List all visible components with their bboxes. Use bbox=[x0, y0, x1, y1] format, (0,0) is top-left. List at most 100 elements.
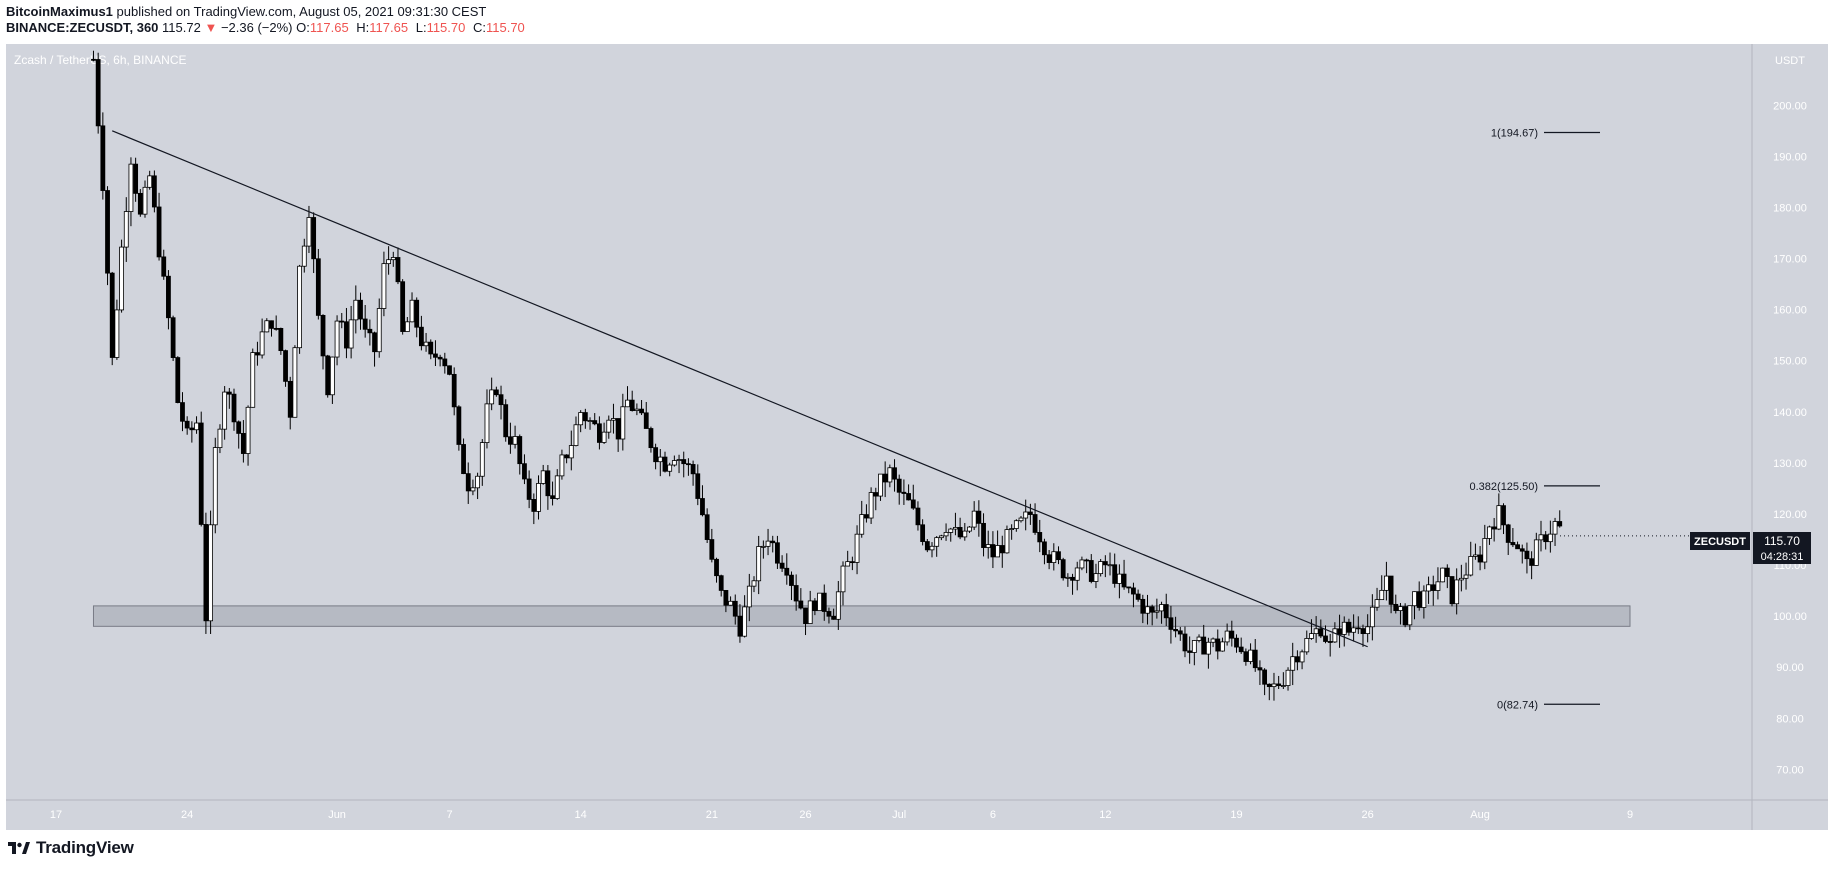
candle-body bbox=[1131, 587, 1136, 595]
candle-body bbox=[339, 320, 345, 323]
time-tick-label: 6 bbox=[990, 809, 996, 821]
candle-body bbox=[222, 391, 228, 430]
candle-body bbox=[1547, 533, 1553, 543]
candle-body bbox=[208, 524, 213, 622]
time-tick-label: 26 bbox=[799, 809, 811, 821]
candle-body bbox=[1346, 621, 1352, 633]
time-tick-label: 12 bbox=[1099, 809, 1111, 821]
candle-body bbox=[1220, 641, 1225, 652]
candle-body bbox=[1355, 627, 1361, 630]
time-tick-label: Aug bbox=[1470, 809, 1490, 821]
candle-body bbox=[1430, 584, 1436, 591]
candle-body bbox=[334, 320, 340, 358]
candle-body bbox=[180, 402, 185, 422]
candle-body bbox=[255, 352, 260, 356]
candle-body bbox=[428, 341, 434, 355]
candle-body bbox=[1421, 590, 1427, 608]
author-name[interactable]: BitcoinMaximus1 bbox=[6, 4, 113, 19]
candle-body bbox=[601, 431, 607, 443]
price-tick-label: 200.00 bbox=[1773, 100, 1807, 112]
candle-body bbox=[1023, 511, 1029, 519]
candle-body bbox=[662, 456, 668, 472]
candle-body bbox=[1332, 628, 1338, 643]
candle-body bbox=[498, 394, 504, 406]
candle-body bbox=[695, 473, 701, 499]
low-value: 115.70 bbox=[426, 20, 466, 35]
candle-body bbox=[910, 499, 916, 509]
candle-body bbox=[540, 470, 546, 484]
price-tick-label: 120.00 bbox=[1773, 509, 1807, 521]
candle-body bbox=[1505, 524, 1511, 543]
candle-body bbox=[278, 328, 284, 352]
candle-body bbox=[578, 412, 584, 426]
candle-body bbox=[779, 562, 785, 569]
candle-body bbox=[948, 528, 954, 533]
close-label: C: bbox=[472, 20, 486, 35]
candle-body bbox=[1463, 574, 1469, 579]
time-tick-label: 26 bbox=[1362, 809, 1374, 821]
candle-body bbox=[690, 464, 696, 475]
candle-body bbox=[615, 418, 621, 440]
candle-body bbox=[1112, 564, 1118, 584]
candle-body bbox=[1229, 630, 1235, 639]
candle-body bbox=[554, 475, 560, 499]
candle-body bbox=[1369, 606, 1375, 628]
candle-body bbox=[1280, 685, 1286, 687]
candle-body bbox=[1384, 575, 1389, 591]
candle-body bbox=[1238, 646, 1244, 653]
candle-body bbox=[1182, 633, 1188, 652]
candle-body bbox=[1042, 541, 1047, 556]
down-arrow-icon: ▼ bbox=[204, 20, 218, 35]
candle-body bbox=[1294, 656, 1300, 663]
candle-body bbox=[1398, 606, 1403, 611]
candle-body bbox=[105, 190, 110, 274]
candle-body bbox=[1515, 544, 1520, 550]
candle-body bbox=[1079, 559, 1085, 569]
support-zone bbox=[92, 605, 1631, 627]
descending-trendline[interactable] bbox=[111, 130, 1368, 648]
candle-body bbox=[976, 510, 982, 524]
candle-body bbox=[1168, 617, 1174, 630]
candle-body bbox=[297, 265, 302, 349]
candle-body bbox=[95, 59, 101, 127]
candle-body bbox=[1374, 599, 1380, 608]
price-tick-label: 90.00 bbox=[1776, 662, 1804, 674]
candle-body bbox=[1271, 683, 1277, 688]
candle-body bbox=[1477, 554, 1483, 563]
candle-body bbox=[901, 491, 907, 494]
candle-body bbox=[723, 590, 729, 606]
candle-body bbox=[981, 522, 986, 548]
candle-body bbox=[737, 615, 743, 637]
candle-body bbox=[756, 546, 762, 582]
candle-body bbox=[376, 308, 382, 353]
candle-body bbox=[1070, 576, 1075, 581]
candle-body bbox=[1482, 538, 1488, 563]
candle-body bbox=[971, 510, 977, 528]
candle-body bbox=[648, 428, 654, 449]
candle-body bbox=[807, 600, 813, 624]
candle-body bbox=[240, 433, 246, 454]
candle-body bbox=[1388, 575, 1394, 605]
candle-body bbox=[189, 427, 195, 431]
candle-body bbox=[1416, 591, 1422, 608]
candle-body bbox=[1529, 558, 1535, 566]
candle-body bbox=[437, 356, 443, 360]
candle-body bbox=[1074, 567, 1080, 581]
candle-body bbox=[849, 561, 855, 564]
candle-body bbox=[1360, 628, 1366, 635]
candle-body bbox=[999, 545, 1005, 554]
symbol-info: BINANCE:ZECUSDT, 360 bbox=[6, 20, 159, 35]
candle-body bbox=[1393, 603, 1399, 611]
price-axis-ticks: 200.00 190.00 180.00 170.00 160.00 150.00 140.… bbox=[1773, 100, 1807, 776]
candle-body bbox=[718, 575, 724, 591]
candle-body bbox=[1440, 567, 1446, 583]
candle-body bbox=[990, 544, 996, 558]
candle-body bbox=[812, 600, 818, 612]
candle-body bbox=[760, 545, 766, 548]
candle-body bbox=[301, 245, 307, 267]
candle-body bbox=[1126, 586, 1132, 589]
fib-level-label: 1(194.67) bbox=[1491, 128, 1538, 140]
candle-body bbox=[1313, 628, 1319, 635]
